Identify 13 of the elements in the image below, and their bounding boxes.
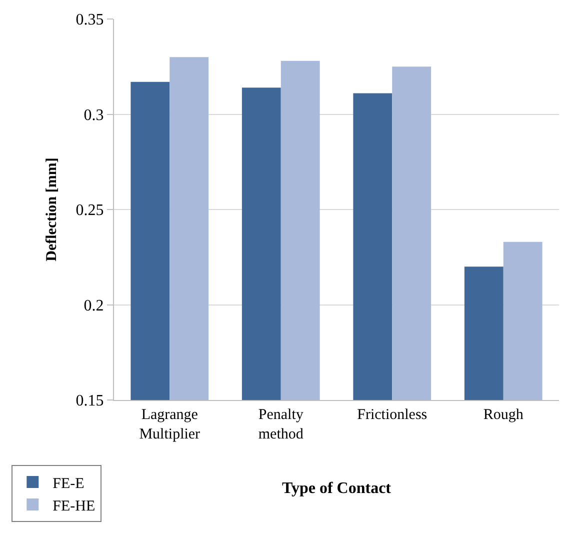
y-tick-label: 0.15 <box>76 392 104 410</box>
legend-label: FE-HE <box>52 498 96 514</box>
x-tick-label: Lagrange Multiplier <box>139 407 200 442</box>
x-tick-label: Penalty method <box>258 407 304 442</box>
x-tick-label: Rough <box>483 407 524 423</box>
y-tick-label: 0.25 <box>76 202 104 220</box>
y-tick-label: 0.3 <box>84 106 104 124</box>
y-tick-label: 0.35 <box>76 12 104 29</box>
y-tick-label: 0.2 <box>84 297 104 314</box>
x-axis-title: Type of Contact <box>282 480 392 498</box>
y-axis-title: Deflection [mm] <box>44 158 60 262</box>
legend-label: FE-E <box>52 476 84 492</box>
x-tick-label: Frictionless <box>357 407 428 423</box>
